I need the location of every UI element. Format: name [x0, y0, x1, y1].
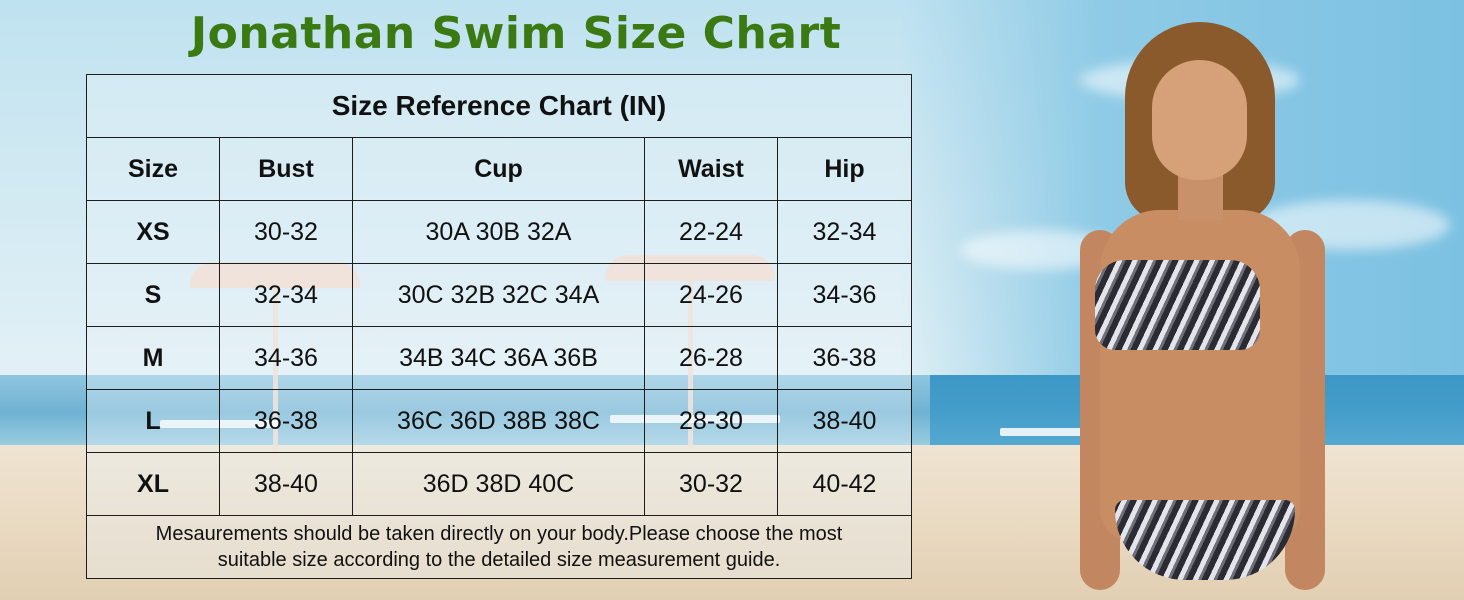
measurement-note: Mesaurements should be taken directly on…	[86, 515, 912, 579]
table-row: S 32-34 30C 32B 32C 34A 24-26 34-36	[86, 263, 912, 327]
waist-cell: 26-28	[644, 326, 778, 390]
page-title: Jonathan Swim Size Chart	[190, 8, 842, 59]
waist-cell: 22-24	[644, 200, 778, 264]
header-hip: Hip	[777, 137, 912, 201]
header-cup: Cup	[352, 137, 645, 201]
table-note-row: Mesaurements should be taken directly on…	[86, 515, 912, 579]
note-line: Mesaurements should be taken directly on…	[155, 523, 843, 545]
waist-cell: 24-26	[644, 263, 778, 327]
table-caption: Size Reference Chart (IN)	[86, 74, 912, 138]
bikini-top	[1095, 260, 1260, 350]
hip-cell: 34-36	[777, 263, 912, 327]
model-face	[1152, 60, 1247, 180]
header-waist: Waist	[644, 137, 778, 201]
bust-cell: 34-36	[219, 326, 353, 390]
bust-cell: 30-32	[219, 200, 353, 264]
bust-cell: 32-34	[219, 263, 353, 327]
table-row: XS 30-32 30A 30B 32A 22-24 32-34	[86, 200, 912, 264]
beach-lounger	[1000, 428, 1090, 436]
header-bust: Bust	[219, 137, 353, 201]
size-cell: XS	[86, 200, 220, 264]
table-caption-row: Size Reference Chart (IN)	[86, 74, 912, 138]
model-photo	[1080, 20, 1380, 600]
hip-cell: 36-38	[777, 326, 912, 390]
bust-cell: 36-38	[219, 389, 353, 453]
table-row: M 34-36 34B 34C 36A 36B 26-28 36-38	[86, 326, 912, 390]
table-row: L 36-38 36C 36D 38B 38C 28-30 38-40	[86, 389, 912, 453]
waist-cell: 28-30	[644, 389, 778, 453]
hip-cell: 32-34	[777, 200, 912, 264]
size-cell: L	[86, 389, 220, 453]
bikini-bottom	[1115, 500, 1295, 580]
size-cell: S	[86, 263, 220, 327]
table-header-row: Size Bust Cup Waist Hip	[86, 137, 912, 201]
waist-cell: 30-32	[644, 452, 778, 516]
size-cell: M	[86, 326, 220, 390]
hip-cell: 38-40	[777, 389, 912, 453]
cup-cell: 34B 34C 36A 36B	[352, 326, 645, 390]
size-chart-table: Size Reference Chart (IN) Size Bust Cup …	[86, 74, 912, 579]
table-row: XL 38-40 36D 38D 40C 30-32 40-42	[86, 452, 912, 516]
cup-cell: 36C 36D 38B 38C	[352, 389, 645, 453]
cup-cell: 30A 30B 32A	[352, 200, 645, 264]
note-line: suitable size according to the detailed …	[217, 549, 781, 571]
cup-cell: 36D 38D 40C	[352, 452, 645, 516]
bust-cell: 38-40	[219, 452, 353, 516]
size-cell: XL	[86, 452, 220, 516]
header-size: Size	[86, 137, 220, 201]
cup-cell: 30C 32B 32C 34A	[352, 263, 645, 327]
hip-cell: 40-42	[777, 452, 912, 516]
